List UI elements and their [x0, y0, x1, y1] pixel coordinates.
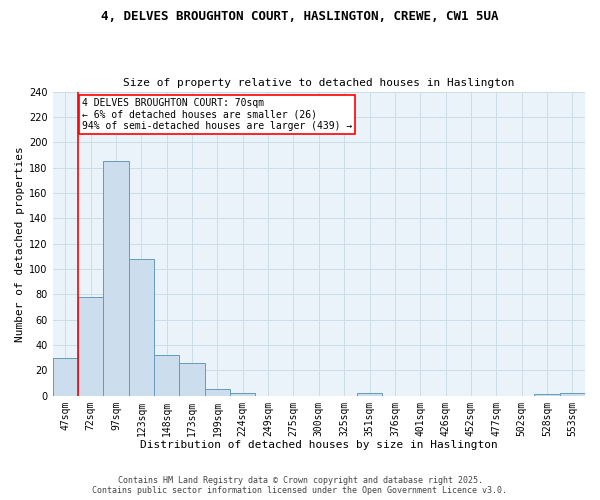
Bar	[205, 390, 230, 396]
Bar	[78, 297, 103, 396]
Title: Size of property relative to detached houses in Haslington: Size of property relative to detached ho…	[123, 78, 515, 88]
Bar	[103, 162, 129, 396]
Bar	[560, 393, 585, 396]
Text: 4 DELVES BROUGHTON COURT: 70sqm
← 6% of detached houses are smaller (26)
94% of : 4 DELVES BROUGHTON COURT: 70sqm ← 6% of …	[82, 98, 352, 131]
Bar	[154, 355, 179, 396]
Bar	[230, 393, 256, 396]
X-axis label: Distribution of detached houses by size in Haslington: Distribution of detached houses by size …	[140, 440, 498, 450]
Bar	[53, 358, 78, 396]
Bar	[129, 259, 154, 396]
Bar	[179, 363, 205, 396]
Bar	[357, 393, 382, 396]
Text: 4, DELVES BROUGHTON COURT, HASLINGTON, CREWE, CW1 5UA: 4, DELVES BROUGHTON COURT, HASLINGTON, C…	[101, 10, 499, 23]
Y-axis label: Number of detached properties: Number of detached properties	[15, 146, 25, 342]
Bar	[535, 394, 560, 396]
Text: Contains HM Land Registry data © Crown copyright and database right 2025.
Contai: Contains HM Land Registry data © Crown c…	[92, 476, 508, 495]
